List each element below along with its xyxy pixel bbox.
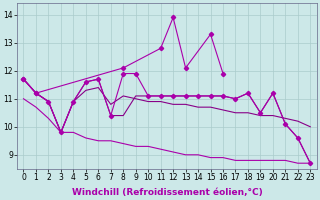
X-axis label: Windchill (Refroidissement éolien,°C): Windchill (Refroidissement éolien,°C) — [72, 188, 262, 197]
